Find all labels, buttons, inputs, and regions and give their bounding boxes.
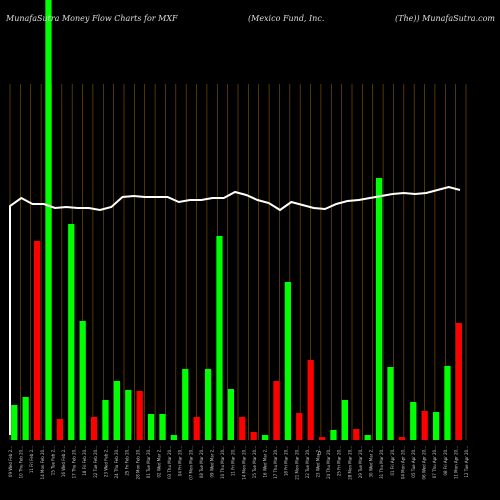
- bar-up: [45, 0, 52, 440]
- x-tick-label: 30 Wed Mar 2...: [369, 446, 374, 478]
- x-tick-label: 25 Fri Feb 20...: [125, 446, 130, 476]
- x-tick-label: 15 Tue Feb 2...: [50, 446, 55, 475]
- bar-down: [56, 419, 64, 440]
- x-tick-label: 14 Mon Feb 20...: [40, 446, 45, 479]
- bar-up: [330, 430, 337, 440]
- x-tick-label: 29 Tue Mar 20...: [358, 446, 363, 478]
- bar-up: [410, 402, 417, 440]
- bar-down: [307, 360, 314, 440]
- x-tick-label: 11 Mon Apr 20...: [453, 446, 458, 479]
- x-tick-label: 10 Thu Feb 20...: [19, 446, 24, 478]
- bar-up: [204, 369, 212, 440]
- bar-down: [421, 411, 428, 440]
- x-tick-label: 22 Tue Feb 20...: [93, 446, 98, 478]
- price-line: [9, 185, 461, 435]
- x-tick-label: 01 Tue Mar 20...: [146, 446, 151, 478]
- x-tick-label: 05 Tue Apr 20...: [411, 446, 416, 478]
- bar-down: [273, 381, 280, 440]
- x-tick-label: 28 Mon Mar 20...: [347, 446, 352, 480]
- bar-up: [170, 435, 178, 440]
- bar-down: [239, 417, 246, 440]
- bar-up: [284, 282, 292, 440]
- x-tick-label: 14 Mon Mar 20...: [241, 446, 246, 480]
- x-tick-label: 18 Fri Mar 20...: [284, 446, 289, 476]
- bar-down: [193, 417, 200, 440]
- bar-up: [375, 178, 383, 440]
- bar-down: [90, 417, 98, 440]
- bars: [11, 0, 463, 440]
- bar-up: [79, 321, 86, 440]
- x-tick-label: 04 Fri Mar 20...: [178, 446, 183, 476]
- bar-down: [33, 241, 41, 440]
- x-tick-label: 06 Wed Apr 20...: [422, 446, 427, 479]
- bar-up: [444, 366, 451, 440]
- bar-up: [341, 400, 349, 440]
- bar-up: [102, 400, 109, 440]
- x-tick-label: 12 Tue Apr 20...: [464, 446, 469, 478]
- site-name: (The)) MunafaSutra.com: [395, 14, 495, 23]
- x-tick-label: 16 Wed Mar 2...: [263, 446, 268, 478]
- chart-title: MunafaSutra Money Flow Charts for MXF: [6, 14, 178, 23]
- bar-down: [455, 323, 463, 440]
- x-tick-label: 17 Thu Mar 20...: [273, 446, 278, 479]
- x-tick-label: 18 Fri Feb 20...: [82, 446, 87, 476]
- bar-up: [11, 405, 18, 440]
- x-tick-label: 03 Thu Mar 20...: [167, 446, 172, 479]
- bar-up: [68, 224, 75, 440]
- x-tick-label: 08 Fri Apr 20...: [443, 446, 448, 476]
- x-tick-label: 01 Fri Apr 20...: [390, 446, 395, 476]
- x-tick-label: 23 Wed Feb 2...: [103, 446, 108, 477]
- x-tick-label: 24 Thu Mar 20...: [326, 446, 331, 479]
- x-tick-label: 28 Mon Feb 20...: [135, 446, 140, 479]
- x-tick-label: 23 Wed Mar 2...: [316, 446, 321, 478]
- x-tick-label: 31 Thu Mar 20...: [379, 446, 384, 479]
- bar-down: [398, 437, 406, 440]
- bar-up: [182, 369, 189, 440]
- bar-down: [353, 429, 360, 440]
- bar-up: [159, 414, 166, 440]
- x-tick-label: 15 Tue Mar 20...: [252, 446, 257, 478]
- bar-down: [296, 413, 303, 440]
- x-tick-label: 11 Fri Feb 2...: [29, 446, 34, 473]
- x-tick-label: 09 Wed Feb 2...: [8, 446, 13, 477]
- x-tick-label: 10 Thu Mar 20...: [220, 446, 225, 479]
- bar-up: [147, 414, 155, 440]
- bar-up: [432, 412, 440, 440]
- x-tick-label: 04 Mon Apr 20...: [400, 446, 405, 479]
- x-tick-label: 24 Thu Feb 20...: [114, 446, 119, 478]
- bar-up: [125, 390, 132, 440]
- x-tick-label: 21 Mon Mar 20...: [294, 446, 299, 480]
- bar-up: [113, 381, 121, 440]
- bar-down: [250, 432, 257, 440]
- x-tick-label: 25 Fri Mar 20...: [337, 446, 342, 476]
- x-tick-labels: 09 Wed Feb 2... 10 Thu Feb 20... 11 Fri Fe…: [8, 446, 469, 480]
- x-tick-label: 11 Fri Mar 20...: [231, 446, 236, 476]
- bar-up: [227, 389, 235, 440]
- x-tick-label: 07 Mon Mar 20...: [188, 446, 193, 480]
- bar-up: [261, 435, 269, 440]
- axis-zero-marker: 0: [318, 451, 321, 457]
- bar-down: [136, 391, 143, 440]
- bar-up: [387, 367, 394, 440]
- x-tick-label: 22 Tue Mar 20...: [305, 446, 310, 478]
- company-name: (Mexico Fund, Inc.: [248, 14, 325, 23]
- bar-up: [22, 397, 29, 440]
- x-tick-label: 16 Wed Feb 2...: [61, 446, 66, 477]
- bar-up: [216, 236, 223, 440]
- x-tick-label: 09 Wed Mar 2...: [209, 446, 214, 478]
- bar-up: [364, 435, 371, 440]
- x-tick-label: 08 Tue Mar 20...: [199, 446, 204, 478]
- x-tick-label: 17 Thu Feb 20...: [72, 446, 77, 478]
- gridlines: [9, 84, 467, 440]
- bar-down: [318, 437, 326, 440]
- x-tick-label: 07 Thu Apr 20...: [432, 446, 437, 478]
- x-tick-label: 02 Wed Mar 2...: [156, 446, 161, 478]
